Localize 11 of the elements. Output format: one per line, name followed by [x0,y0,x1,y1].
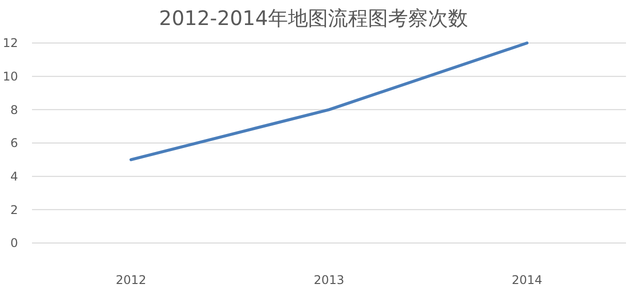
y-tick-label: 2 [10,202,18,217]
y-tick-label: 4 [10,170,18,184]
y-tick-label: 6 [10,136,18,150]
x-tick-label: 2014 [512,273,542,287]
y-tick-label: 0 [10,236,18,250]
y-tick-label: 8 [10,102,18,117]
x-tick-label: 2012 [116,273,146,287]
y-tick-label: 10 [2,70,18,84]
y-tick-label: 12 [2,36,18,50]
x-tick-label: 2013 [314,273,344,287]
chart-title: 2012-2014年地图流程图考察次数 [158,6,468,30]
